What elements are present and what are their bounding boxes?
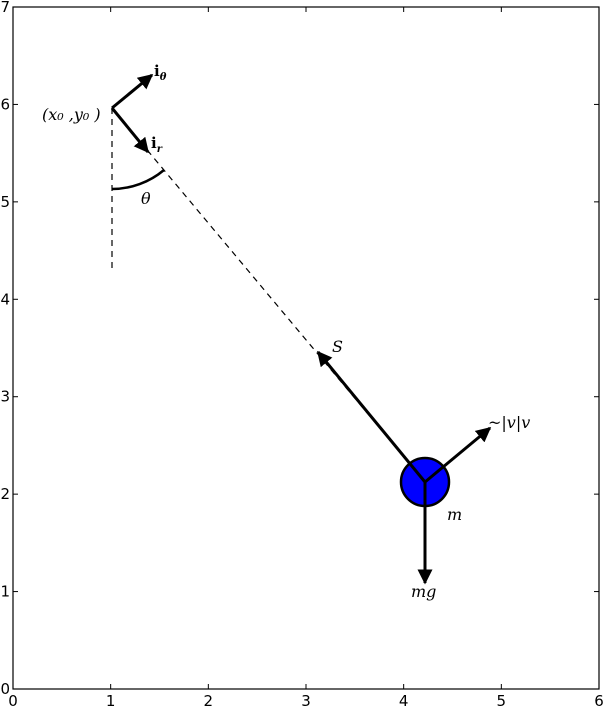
y-tick-label: 1 (0, 583, 10, 601)
unit-r-label: ir (151, 134, 163, 155)
unit-r-arrow (110, 107, 150, 154)
y-tick-label: 6 (0, 95, 10, 113)
x-tick-label: 2 (204, 692, 214, 707)
mass-label: m (447, 505, 462, 524)
y-tick-label: 2 (0, 485, 10, 503)
x-tick-label: 1 (106, 692, 116, 707)
x-tick-label: 6 (594, 692, 604, 707)
gravity-label: mg (411, 582, 436, 601)
theta-angle-arc (111, 169, 165, 191)
tension-label: S (332, 337, 343, 356)
x-tick-label: 3 (301, 692, 311, 707)
axes-frame (12, 6, 600, 690)
x-tick-label: 4 (399, 692, 409, 707)
y-tick-label: 4 (0, 290, 10, 308)
x-tick-label: 0 (8, 692, 18, 707)
drag-label: ~|v|v (488, 413, 530, 432)
y-tick-label: 7 (0, 0, 10, 16)
pivot-label: (x₀ ,y₀ ) (42, 105, 101, 124)
y-tick-label: 5 (0, 193, 10, 211)
drag-arrow (424, 426, 492, 484)
x-tick-label: 5 (497, 692, 507, 707)
unit-theta-label: iθ (154, 62, 167, 83)
y-tick-label: 0 (0, 680, 10, 698)
unit-theta-arrow (111, 73, 154, 110)
angle-label: θ (141, 189, 151, 208)
tension-arrow (316, 350, 427, 483)
y-tick-label: 3 (0, 388, 10, 406)
